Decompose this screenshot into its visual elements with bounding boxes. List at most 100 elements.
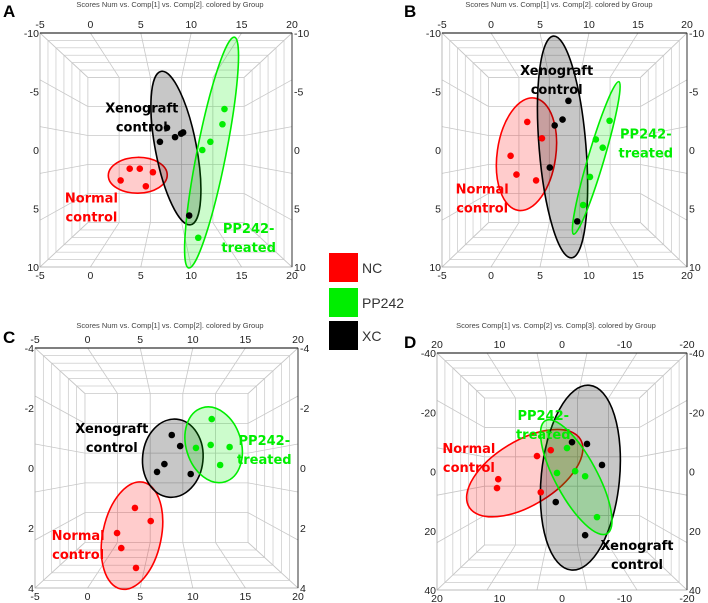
data-point-nc [126,165,134,173]
data-point-xc [551,122,558,129]
depth-grid-frame [79,69,253,231]
tick-label: 20 [431,593,443,603]
depth-grid-frame [468,382,656,561]
group-label-nc: Normal [65,192,118,207]
tick-label: -5 [437,270,446,282]
tick-label: 5 [33,204,39,216]
confidence-ellipse-nc [100,481,164,591]
tick-label: -5 [30,334,39,346]
tick-label: -5 [689,87,698,99]
tick-label: 10 [429,262,441,274]
group-label-pp242: treated [516,428,571,443]
tick-label: 10 [27,262,39,274]
tick-label: 0 [559,339,565,351]
tick-label: 15 [240,334,252,346]
panel-b: B Scores Num vs. Comp[1] vs. Comp[2]. co… [354,0,708,300]
data-point-nc [513,171,520,178]
data-point-nc [131,504,139,512]
legend-label: NC [362,259,383,276]
tick-label: 15 [236,270,248,282]
tick-label: 4 [300,583,306,595]
legend-swatch-nc [329,253,358,282]
tick-label: -5 [35,19,44,31]
grid-lines [34,347,299,589]
tick-label: 20 [689,526,701,538]
tick-label: -5 [432,87,441,99]
tick-label: 0 [435,145,441,157]
tick-label: 0 [488,19,494,31]
tick-label: 20 [431,339,443,351]
data-point-nc [537,488,545,496]
data-point-xc [187,470,194,478]
group-label-nc: Normal [456,182,509,197]
tick-label: 5 [435,204,441,216]
data-point-xc [552,498,560,506]
tick-label: 0 [689,467,695,479]
data-point-xc [185,212,193,219]
data-point-nc [523,118,531,126]
data-point-nc [149,168,157,176]
tick-label: 20 [681,19,693,31]
data-point-nc [538,135,546,142]
tick-label: -4 [300,343,309,355]
tick-label: 5 [138,270,144,282]
group-label-pp242: PP242- [620,127,672,142]
tick-label: 0 [430,467,436,479]
tick-label: -2 [300,403,309,415]
group-label-xc: Xenograft [520,64,593,79]
data-point-pp242 [198,146,206,154]
data-point-nc [132,564,140,572]
tick-label: 10 [689,262,701,274]
tick-label: 2 [28,523,34,535]
tick-label: 0 [87,19,93,31]
data-point-xc [573,218,581,225]
tick-label: 15 [236,19,248,31]
tick-label: -5 [30,87,39,99]
depth-grid-frame [59,370,274,566]
panel-title: Scores Num vs. Comp[1] vs. Comp[2]. colo… [465,0,653,9]
tick-label: 0 [85,334,91,346]
panel-a: A Scores Num vs. Comp[1] vs. Comp[2]. co… [0,0,354,300]
tick-label: 15 [632,270,644,282]
tick-label: 0 [33,145,39,157]
group-label-nc: control [443,461,495,476]
tick-label: 10 [294,262,306,274]
tick-label: 40 [689,585,701,597]
data-point-pp242 [579,201,587,209]
confidence-ellipse-nc [107,156,169,194]
data-point-pp242 [599,144,607,151]
tick-label: 0 [689,145,695,157]
tick-label: 5 [138,19,144,31]
data-point-pp242 [216,461,224,469]
group-label-xc: control [611,558,663,573]
data-point-nc [547,446,555,454]
group-label-pp242: PP242- [223,222,275,237]
data-point-xc [581,531,589,539]
grid-lines [436,352,688,591]
panel-title: Scores Num vs. Comp[1] vs. Comp[2]. colo… [76,321,264,330]
panel-letter: C [3,328,16,347]
data-point-pp242 [553,469,561,477]
tick-label: 5 [689,204,695,216]
depth-grid-frame [63,54,269,246]
data-point-xc [546,164,554,171]
group-label-xc: control [86,441,138,456]
group-label-nc: Normal [52,529,105,544]
tick-label: -2 [25,403,34,415]
data-point-pp242 [207,441,214,449]
data-point-xc [568,438,576,446]
data-point-xc [168,431,176,439]
data-point-xc [598,461,606,469]
tick-label: 15 [240,591,252,603]
group-label-pp242: treated [221,241,276,256]
depth-grid-frame [444,360,680,583]
tick-label: 20 [681,270,693,282]
group-label-xc: Xenograft [105,102,178,117]
depth-grid-frame [472,62,657,238]
tick-label: -20 [679,339,694,351]
panel-letter: B [404,2,417,21]
data-point-pp242 [219,120,226,128]
data-point-pp242 [592,136,600,143]
tick-label: 5 [137,334,143,346]
